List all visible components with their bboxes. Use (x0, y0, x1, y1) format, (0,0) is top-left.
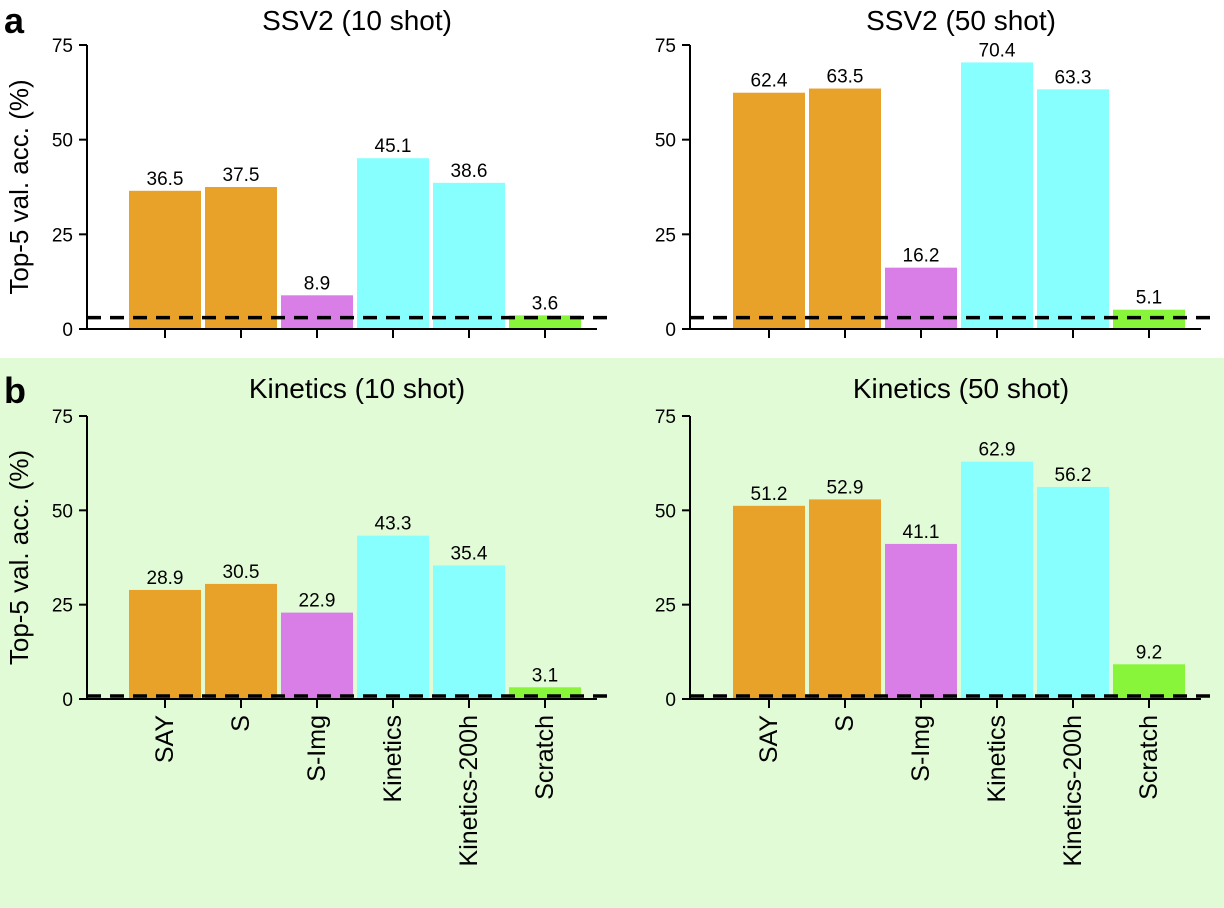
value-label-s: 52.9 (827, 477, 864, 498)
category-label-kinetics-200h: Kinetics-200h (1059, 715, 1087, 866)
y-axis-label: Top-5 val. acc. (%) (4, 450, 34, 665)
bar-scratch (509, 687, 581, 699)
bar-kinetics (961, 62, 1033, 329)
value-label-kinetics-200h: 35.4 (451, 543, 488, 564)
y-tick-label: 50 (52, 131, 73, 152)
bar-scratch (1113, 664, 1185, 699)
value-label-kinetics: 45.1 (375, 136, 412, 157)
category-label-s: S (227, 715, 255, 732)
bar-s-img (885, 267, 957, 329)
y-tick-label: 25 (655, 596, 676, 617)
bar-s-img (281, 295, 353, 329)
y-tick-label: 50 (655, 501, 676, 522)
bar-s (205, 187, 277, 329)
value-label-scratch: 3.6 (532, 293, 558, 314)
category-label-kinetics: Kinetics (983, 715, 1011, 803)
category-label-s-img: S-Img (303, 715, 331, 782)
category-label-scratch: Scratch (531, 715, 559, 800)
value-label-s: 30.5 (223, 562, 260, 583)
bar-kinetics-200h (433, 182, 505, 329)
value-label-kinetics-200h: 63.3 (1055, 67, 1092, 88)
category-label-kinetics: Kinetics (379, 715, 407, 803)
category-label-say: SAY (755, 715, 783, 763)
bar-s (809, 499, 881, 699)
value-label-s-img: 16.2 (903, 246, 940, 267)
value-label-kinetics: 70.4 (979, 40, 1016, 61)
bar-scratch (1113, 309, 1185, 329)
value-label-say: 51.2 (751, 484, 788, 505)
bar-say (733, 505, 805, 699)
y-tick-label: 25 (52, 596, 73, 617)
chart-title: SSV2 (10 shot) (262, 5, 452, 36)
value-label-s-img: 41.1 (903, 522, 940, 543)
y-tick-label: 50 (52, 501, 73, 522)
y-tick-label: 25 (655, 225, 676, 246)
value-label-scratch: 9.2 (1136, 642, 1162, 663)
bar-kinetics-200h (1037, 486, 1109, 699)
bar-kinetics-200h (1037, 89, 1109, 329)
value-label-s-img: 8.9 (304, 273, 330, 294)
value-label-kinetics: 62.9 (979, 440, 1016, 461)
bar-say (129, 190, 201, 329)
value-label-kinetics-200h: 56.2 (1055, 465, 1092, 486)
category-label-say: SAY (151, 715, 179, 763)
bar-s (205, 583, 277, 699)
category-label-s-img: S-Img (907, 715, 935, 782)
y-tick-label: 0 (665, 690, 676, 711)
y-tick-label: 25 (52, 225, 73, 246)
bar-say (129, 589, 201, 699)
panel-label-a: a (4, 0, 25, 41)
bar-kinetics (357, 158, 429, 329)
panel-label-b: b (4, 370, 26, 411)
y-tick-label: 0 (62, 320, 73, 341)
y-tick-label: 0 (665, 320, 676, 341)
category-label-scratch: Scratch (1135, 715, 1163, 800)
bar-s-img (885, 543, 957, 699)
value-label-scratch: 5.1 (1136, 288, 1162, 309)
value-label-s: 37.5 (223, 165, 260, 186)
chart-title: SSV2 (50 shot) (866, 5, 1056, 36)
y-tick-label: 75 (52, 36, 73, 57)
bar-kinetics (357, 535, 429, 699)
value-label-scratch: 3.1 (532, 665, 558, 686)
chart-title: Kinetics (10 shot) (249, 373, 465, 404)
category-label-kinetics-200h: Kinetics-200h (455, 715, 483, 866)
value-label-kinetics: 43.3 (375, 514, 412, 535)
chart-ssv2-50-shot: SSV2 (50 shot) 62.4 63.5 16.2 70.4 63.3 5.1 0 25… (655, 5, 1216, 341)
y-tick-label: 75 (52, 407, 73, 428)
y-tick-label: 75 (655, 36, 676, 57)
value-label-say: 36.5 (147, 169, 184, 190)
value-label-say: 28.9 (147, 568, 184, 589)
chart-kinetics-10-shot: Kinetics (10 shot) Top-5 val. acc. (%) 28.… (4, 373, 612, 866)
category-label-s: S (831, 715, 859, 732)
value-label-s: 63.5 (827, 67, 864, 88)
value-label-kinetics-200h: 38.6 (451, 161, 488, 182)
chart-title: Kinetics (50 shot) (853, 373, 1069, 404)
y-tick-label: 0 (62, 690, 73, 711)
bar-kinetics (961, 461, 1033, 699)
value-label-s-img: 22.9 (299, 591, 336, 612)
bar-kinetics-200h (433, 565, 505, 699)
chart-ssv2-10-shot: SSV2 (10 shot) Top-5 val. acc. (%) 36.5 37.… (4, 5, 612, 341)
value-label-say: 62.4 (751, 71, 788, 92)
bar-s-img (281, 612, 353, 699)
bar-say (733, 92, 805, 329)
y-axis-label: Top-5 val. acc. (%) (4, 79, 34, 294)
chart-kinetics-50-shot: Kinetics (50 shot) 51.2 52.9 41.1 62.9 56.2 9.… (655, 373, 1216, 866)
bar-s (809, 88, 881, 330)
y-tick-label: 75 (655, 407, 676, 428)
y-tick-label: 50 (655, 131, 676, 152)
